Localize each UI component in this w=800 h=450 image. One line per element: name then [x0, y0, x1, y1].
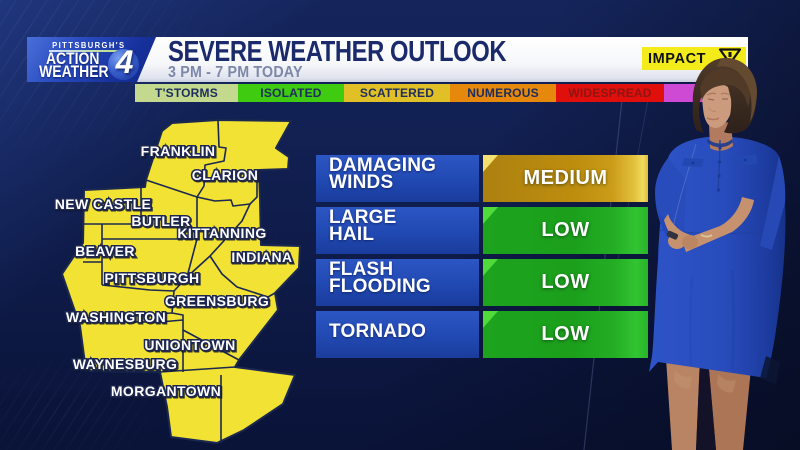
svg-text:KITTANNING: KITTANNING	[177, 225, 266, 241]
svg-text:WASHINGTON: WASHINGTON	[66, 309, 166, 325]
svg-text:NEW CASTLE: NEW CASTLE	[55, 196, 152, 212]
svg-text:INDIANA: INDIANA	[231, 249, 292, 265]
svg-text:FRANKLIN: FRANKLIN	[141, 143, 216, 159]
svg-text:UNIONTOWN: UNIONTOWN	[144, 337, 235, 353]
svg-text:WAYNESBURG: WAYNESBURG	[73, 356, 178, 372]
svg-text:MORGANTOWN: MORGANTOWN	[111, 383, 221, 399]
svg-text:BUTLER: BUTLER	[131, 213, 190, 229]
svg-text:BEAVER: BEAVER	[75, 243, 135, 259]
svg-text:GREENSBURG: GREENSBURG	[165, 293, 269, 309]
svg-text:PITTSBURGH: PITTSBURGH	[105, 270, 200, 286]
svg-text:CLARION: CLARION	[192, 167, 259, 183]
